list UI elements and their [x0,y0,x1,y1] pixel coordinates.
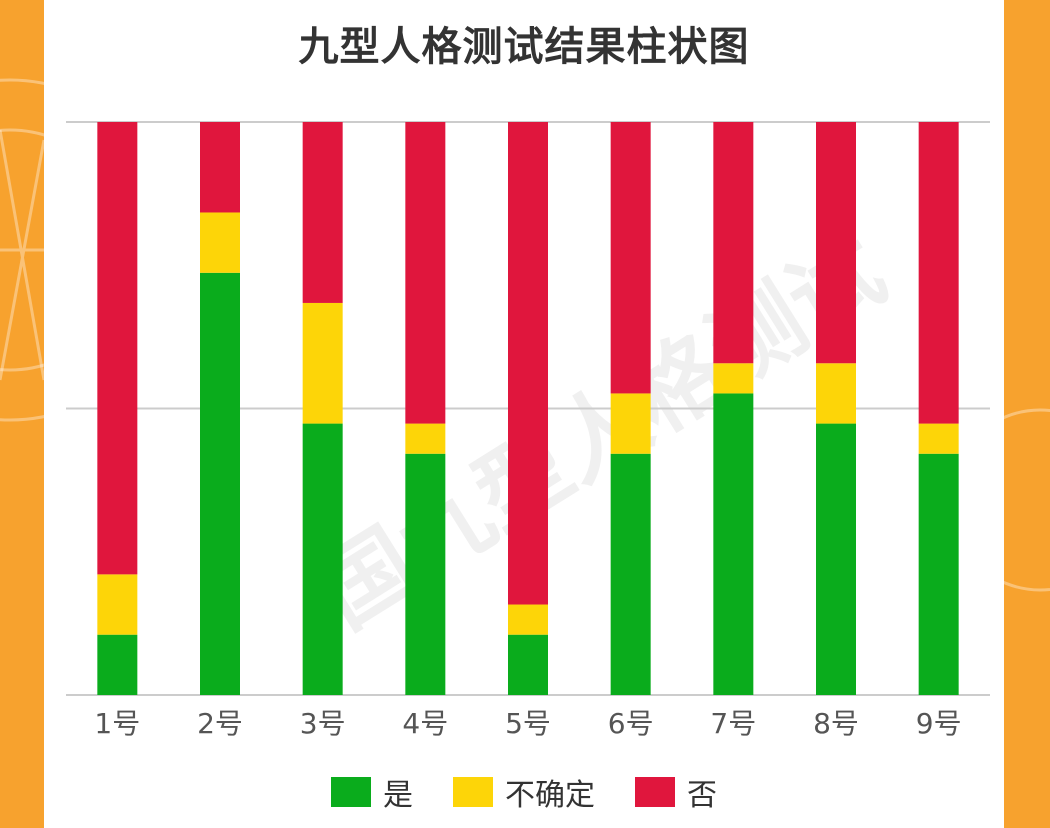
x-tick-label: 4号 [402,707,448,740]
x-tick-label: 3号 [300,707,346,740]
legend-item: 否 [635,770,717,814]
chart-title: 九型人格测试结果柱状图 [298,24,750,70]
legend-item: 是 [331,770,413,814]
chart-panel: 九型人格测试结果柱状图 国九型人格测试 1号 2号 3号 4号 5号 6号 7号 8号 9号 是… [44,0,1004,828]
x-tick-label: 9号 [916,707,962,740]
bar-segment-3-3 [302,122,343,303]
bar-segment-2-2 [200,212,240,273]
bar-segment-9-2 [918,423,959,454]
x-tick-label: 8号 [813,707,859,740]
bar-segment-2-1 [200,272,240,695]
bar-segment-4-2 [405,423,446,454]
bar-segment-8-3 [816,122,856,364]
bar-segment-5-3 [508,122,548,605]
bar-segment-9-3 [918,122,959,424]
bar-segment-7-2 [713,363,754,394]
legend-item: 不确定 [453,770,595,814]
x-tick-label: 1号 [94,707,140,740]
legend-swatch [331,777,371,807]
legend-label: 是 [383,778,413,813]
legend-swatch [635,777,675,807]
bar-segment-6-1 [610,453,651,695]
x-tick-label: 6号 [608,707,654,740]
stacked-bar-chart: 1号 2号 3号 4号 5号 6号 7号 8号 9号 [66,121,990,740]
bar-segment-3-1 [302,423,343,695]
bar-segment-7-1 [713,393,754,695]
bar-segment-8-2 [816,363,856,424]
bar-segment-6-2 [610,393,651,454]
bar-segment-6-3 [610,122,651,394]
x-tick-label: 7号 [710,707,756,740]
bar-segment-4-3 [405,122,446,424]
bar-segment-4-1 [405,453,446,695]
bar-segment-3-2 [302,302,343,424]
bar-segment-7-3 [713,122,754,364]
bar-segment-1-2 [97,574,138,635]
bar-segment-5-1 [508,634,548,695]
bar-segment-1-3 [97,122,138,575]
bar-segment-1-1 [97,634,138,695]
x-tick-label: 2号 [197,707,243,740]
bar-segment-8-1 [816,423,856,695]
legend-label: 否 [687,778,717,813]
legend-label: 不确定 [505,778,595,813]
chart-legend: 是 不确定 否 [44,770,1004,814]
bar-segment-5-2 [508,604,548,635]
bar-segment-2-3 [200,122,240,213]
bar-segment-9-1 [918,453,959,695]
x-tick-label: 5号 [505,707,551,740]
legend-swatch [453,777,493,807]
